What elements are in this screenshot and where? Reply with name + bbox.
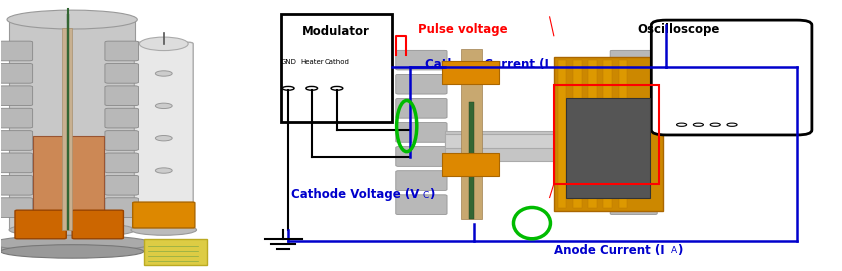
Bar [567, 98, 651, 198]
Bar [554, 85, 659, 184]
Ellipse shape [1, 245, 144, 258]
Ellipse shape [0, 235, 152, 251]
FancyBboxPatch shape [133, 202, 195, 228]
FancyBboxPatch shape [0, 63, 33, 83]
FancyBboxPatch shape [0, 41, 33, 61]
FancyBboxPatch shape [396, 147, 447, 166]
Text: Cathode Current (I: Cathode Current (I [425, 57, 549, 70]
Circle shape [306, 86, 317, 90]
FancyBboxPatch shape [0, 153, 33, 173]
FancyBboxPatch shape [610, 50, 658, 70]
Text: c: c [554, 60, 559, 69]
Bar [280, 14, 392, 122]
Text: Cathod: Cathod [324, 59, 349, 65]
FancyBboxPatch shape [0, 131, 33, 150]
FancyBboxPatch shape [105, 131, 139, 150]
Bar [589, 60, 597, 208]
Text: Anode Current (I: Anode Current (I [554, 244, 664, 257]
Text: Heater: Heater [300, 59, 323, 65]
Text: Oscilloscope: Oscilloscope [637, 22, 719, 36]
Text: Cathode Voltage (V: Cathode Voltage (V [290, 188, 419, 201]
FancyBboxPatch shape [72, 210, 124, 239]
Bar [62, 28, 72, 230]
Ellipse shape [7, 10, 137, 29]
FancyBboxPatch shape [0, 175, 33, 195]
Circle shape [676, 123, 686, 126]
FancyBboxPatch shape [396, 171, 447, 191]
Circle shape [727, 123, 737, 126]
Text: GND: GND [280, 59, 296, 65]
Bar [144, 239, 206, 265]
Ellipse shape [131, 224, 196, 235]
Circle shape [156, 103, 172, 109]
Bar [469, 102, 474, 219]
Bar [442, 153, 499, 176]
Bar [33, 136, 104, 216]
Text: Modulator: Modulator [302, 25, 370, 38]
Bar [573, 60, 582, 208]
Text: ): ) [561, 57, 566, 70]
FancyBboxPatch shape [105, 41, 139, 61]
FancyBboxPatch shape [610, 195, 658, 214]
Bar [619, 60, 627, 208]
Bar [445, 134, 605, 148]
Bar [604, 60, 612, 208]
FancyBboxPatch shape [610, 147, 658, 166]
Bar [67, 14, 69, 230]
FancyBboxPatch shape [105, 198, 139, 217]
Bar [558, 60, 567, 208]
FancyBboxPatch shape [105, 86, 139, 106]
FancyBboxPatch shape [0, 86, 33, 106]
Text: ): ) [429, 188, 434, 201]
Text: C: C [423, 191, 429, 200]
Circle shape [331, 86, 343, 90]
Bar [461, 49, 482, 219]
Circle shape [693, 123, 703, 126]
Ellipse shape [9, 222, 136, 237]
FancyBboxPatch shape [396, 195, 447, 214]
FancyBboxPatch shape [396, 50, 447, 70]
Circle shape [156, 168, 172, 173]
FancyBboxPatch shape [15, 210, 67, 239]
FancyBboxPatch shape [105, 63, 139, 83]
Ellipse shape [140, 37, 188, 51]
Bar [442, 61, 499, 84]
FancyBboxPatch shape [610, 98, 658, 118]
FancyBboxPatch shape [0, 108, 33, 128]
Bar [9, 20, 136, 230]
FancyBboxPatch shape [652, 20, 812, 135]
FancyBboxPatch shape [105, 175, 139, 195]
FancyBboxPatch shape [610, 122, 658, 142]
FancyBboxPatch shape [610, 171, 658, 191]
Bar [554, 57, 663, 211]
Bar [445, 131, 605, 161]
Text: A: A [671, 247, 677, 256]
Text: ): ) [677, 244, 683, 257]
FancyBboxPatch shape [610, 74, 658, 94]
FancyBboxPatch shape [396, 98, 447, 118]
FancyBboxPatch shape [105, 153, 139, 173]
Circle shape [282, 86, 294, 90]
Circle shape [156, 136, 172, 141]
FancyBboxPatch shape [135, 42, 193, 213]
Circle shape [710, 123, 720, 126]
Circle shape [156, 71, 172, 76]
FancyBboxPatch shape [0, 198, 33, 217]
Bar [1, 241, 144, 251]
FancyBboxPatch shape [396, 74, 447, 94]
Text: Pulse voltage: Pulse voltage [418, 22, 508, 36]
FancyBboxPatch shape [105, 108, 139, 128]
FancyBboxPatch shape [396, 122, 447, 142]
